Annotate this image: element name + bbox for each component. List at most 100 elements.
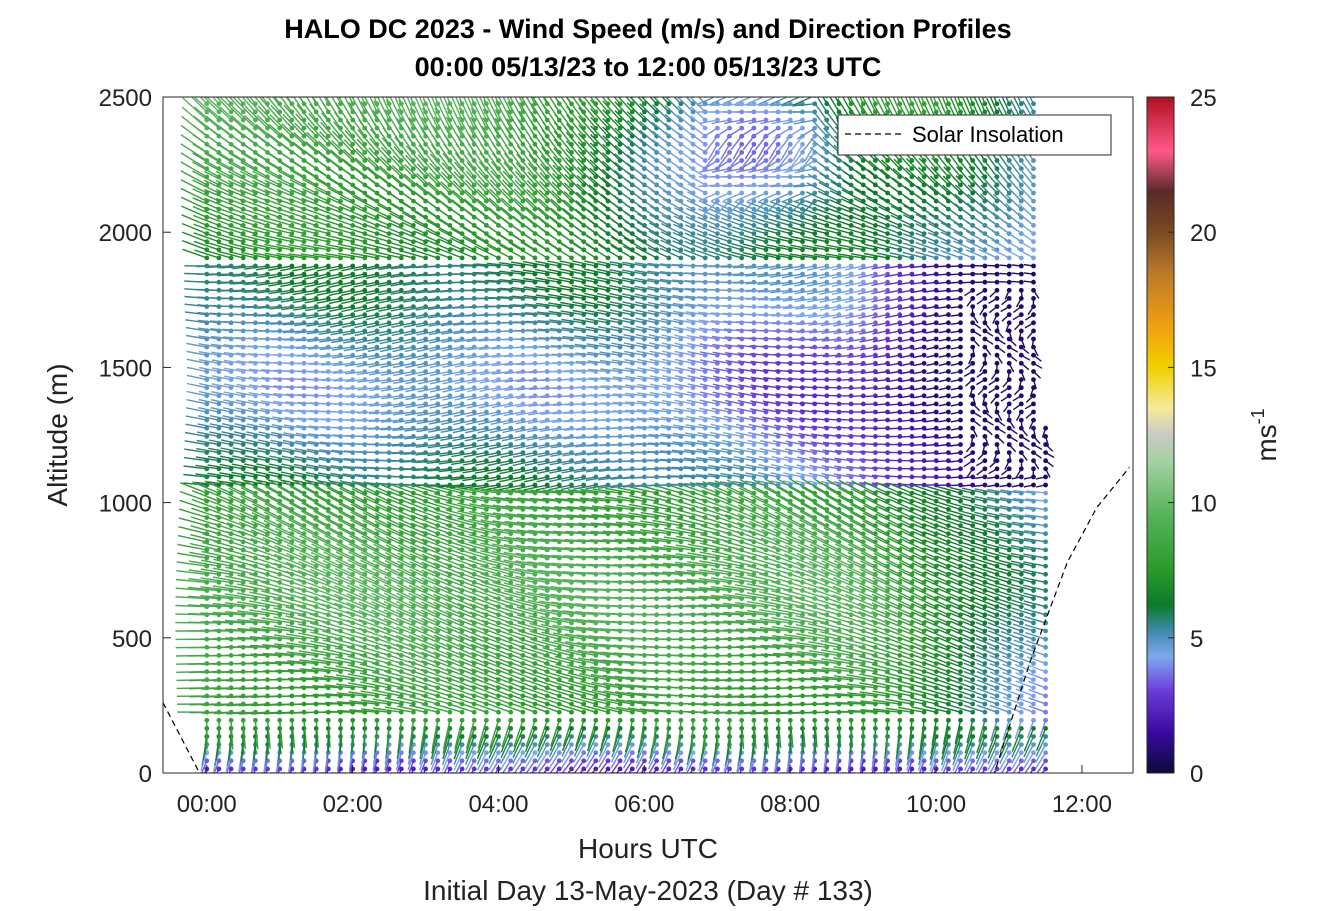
wind-barb-dot — [228, 498, 234, 504]
wind-barb-shaft — [178, 517, 207, 527]
wind-barb-shaft — [236, 601, 268, 608]
wind-barb-dot — [228, 434, 234, 439]
wind-barb-dot — [253, 239, 258, 245]
wind-barb-shaft — [199, 382, 220, 389]
wind-barb-dot — [253, 417, 258, 423]
wind-barb-dot — [362, 247, 368, 253]
wind-barb-shaft — [250, 529, 280, 543]
wind-barb-shaft — [180, 482, 208, 494]
wind-barb-dot — [240, 109, 246, 115]
wind-barb-shaft — [249, 546, 280, 559]
wind-barb-shaft — [208, 265, 232, 268]
wind-barb-shaft — [212, 576, 244, 584]
wind-barb-dot — [240, 450, 246, 455]
wind-barb-shaft — [375, 720, 378, 748]
wind-barb-shaft — [227, 179, 256, 194]
wind-barb-shaft — [213, 703, 244, 707]
wind-barb-dot — [289, 442, 295, 447]
wind-barb-shaft — [248, 600, 280, 608]
wind-barb-shaft — [254, 97, 269, 113]
wind-barb-dot — [204, 255, 210, 261]
wind-barb-shaft — [204, 152, 232, 170]
wind-barb-shaft — [257, 314, 280, 317]
wind-barb-shaft — [224, 619, 256, 624]
wind-barb-shaft — [177, 534, 207, 543]
wind-barb-dot — [253, 231, 258, 237]
wind-barb-dot — [544, 255, 550, 261]
wind-barb-dot — [240, 458, 246, 464]
wind-barb-shaft — [175, 604, 207, 608]
wind-barb-shaft — [251, 198, 280, 210]
wind-barb-shaft — [242, 720, 246, 750]
wind-barb-shaft — [225, 628, 256, 632]
wind-barb-dot — [277, 117, 283, 123]
wind-barb-shaft — [238, 760, 244, 773]
wind-barb-dot — [532, 742, 538, 747]
wind-barb-shaft — [236, 97, 244, 105]
wind-barb-dot — [289, 466, 295, 472]
wind-barb-shaft — [183, 473, 207, 478]
wind-barb-dot — [253, 255, 258, 261]
wind-barb-dot — [253, 182, 258, 188]
wind-barb-shaft — [266, 720, 271, 749]
wind-barb-shaft — [175, 596, 207, 600]
wind-barb-shaft — [270, 431, 293, 438]
wind-barb-shaft — [198, 70, 219, 96]
wind-barb-dot — [289, 717, 295, 723]
wind-barb-shaft — [237, 574, 268, 584]
wind-barb-dot — [240, 515, 246, 520]
wind-barb-dot — [216, 101, 222, 107]
wind-barb-shaft — [180, 161, 208, 178]
wind-barb-shaft — [183, 482, 207, 486]
wind-barb-dot — [216, 434, 222, 439]
wind-barb-shaft — [289, 768, 293, 773]
wind-barb-dot — [253, 717, 258, 723]
wind-barb-dot — [362, 458, 368, 464]
wind-barb-shaft — [228, 487, 256, 502]
wind-barb-shaft — [191, 507, 220, 519]
wind-barb-dot — [362, 150, 368, 155]
wind-barb-shaft — [226, 760, 232, 773]
wind-barb-dot — [532, 734, 538, 739]
wind-barb-dot — [253, 401, 258, 407]
wind-barb-shaft — [180, 143, 208, 162]
wind-barb-shaft — [223, 351, 244, 356]
wind-barb-dot — [350, 717, 356, 723]
wind-barb-dot — [289, 539, 295, 545]
wind-barb-dot — [484, 750, 489, 756]
wind-barb-shaft — [186, 342, 207, 348]
wind-barb-shaft — [200, 577, 232, 584]
wind-barb-dot — [423, 709, 428, 715]
wind-barb-shaft — [223, 359, 244, 364]
wind-barb-shaft — [275, 760, 281, 773]
wind-barb-dot — [228, 101, 234, 107]
wind-barb-shaft — [240, 170, 268, 186]
wind-barb-shaft — [223, 367, 244, 373]
wind-barb-shaft — [185, 70, 207, 95]
wind-barb-shaft — [257, 439, 280, 446]
wind-barb-dot — [253, 450, 258, 455]
wind-barb-shaft — [188, 560, 220, 567]
wind-barb-dot — [253, 425, 258, 431]
wind-barb-shaft — [271, 424, 293, 429]
wind-barb-dot — [216, 401, 222, 407]
wind-barb-shaft — [248, 582, 280, 592]
wind-barb-shaft — [182, 240, 208, 251]
wind-barb-shaft — [264, 502, 293, 519]
wind-barb-shaft — [212, 611, 244, 616]
wind-barb-shaft — [224, 97, 232, 105]
wind-barb-shaft — [228, 152, 256, 170]
wind-barb-shaft — [403, 64, 413, 96]
wind-barb-shaft — [252, 161, 281, 178]
wind-barb-dot — [411, 717, 416, 723]
wind-barb-dot — [253, 442, 258, 447]
wind-barb-shaft — [199, 359, 220, 364]
wind-barb-shaft — [203, 97, 220, 113]
wind-barb-shaft — [228, 233, 256, 243]
wind-barb-shaft — [198, 390, 220, 397]
wind-barb-shaft — [261, 599, 293, 608]
wind-barb-dot — [508, 255, 514, 261]
wind-barb-dot — [204, 417, 210, 423]
wind-barb-shaft — [200, 752, 208, 772]
wind-barb-dot — [265, 417, 270, 423]
